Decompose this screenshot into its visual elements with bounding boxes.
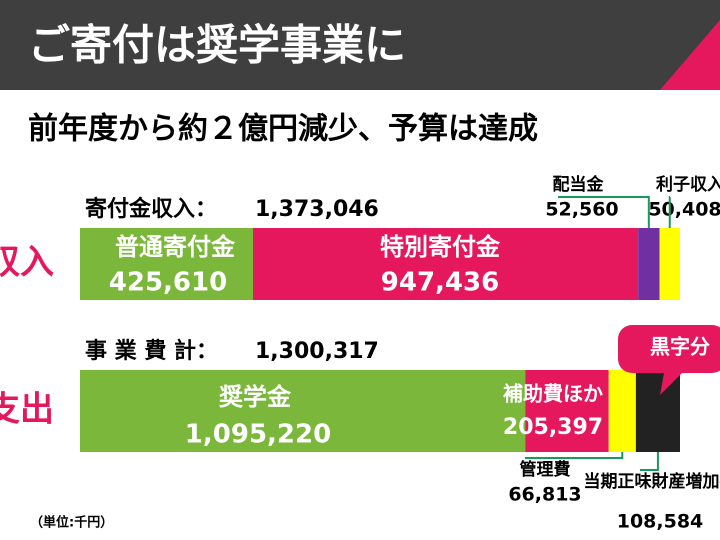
bar-segment — [635, 370, 680, 452]
segment-value: 205,397 — [503, 415, 603, 440]
segment-name: 配当金 — [553, 174, 605, 195]
bar-segment — [80, 228, 254, 300]
segment-value: 66,813 — [508, 484, 581, 506]
segment-name: 当期正味財産増加額 — [584, 471, 720, 492]
segment-name: 補助費ほか — [502, 382, 603, 406]
bar-segment — [638, 228, 660, 300]
bar-segment — [253, 228, 639, 300]
leader-line — [558, 196, 650, 228]
slide-title: ご寄付は奨学事業に — [28, 21, 406, 70]
total-name: 寄付金収入： — [85, 196, 217, 222]
bar-segment — [525, 370, 609, 452]
subtitle: 前年度から約２億円減少、予算は達成 — [28, 112, 538, 147]
segment-name: 奨学金 — [219, 383, 292, 411]
total-value: 1,300,317 — [255, 339, 379, 364]
segment-value: 1,095,220 — [185, 420, 331, 450]
title-accent — [660, 20, 720, 90]
row-label: 支出 — [0, 390, 54, 430]
leader-line — [640, 452, 659, 471]
title-band — [0, 0, 720, 90]
segment-value: 425,610 — [109, 268, 227, 298]
unit-note: （単位:千円） — [30, 515, 113, 531]
segment-name: 利子収入 — [656, 174, 720, 195]
segment-value: 52,560 — [545, 199, 618, 221]
bar-segment — [80, 370, 526, 452]
leader-line — [525, 452, 624, 459]
segment-value: 108,584 — [617, 511, 704, 533]
bar-segment — [608, 370, 636, 452]
row-label: 収入 — [0, 243, 54, 283]
segment-name: 管理費 — [520, 459, 571, 480]
total-value: 1,373,046 — [255, 197, 379, 222]
segment-name: 特別寄付金 — [380, 233, 501, 261]
callout-bubble — [618, 325, 720, 395]
annotation: 黒字分 — [650, 335, 710, 359]
total-name: 事 業 費 計： — [85, 338, 218, 364]
segment-name: 普通寄付金 — [115, 233, 236, 261]
segment-value: 50,408 — [648, 199, 720, 221]
bar-segment — [659, 228, 680, 300]
segment-value: 947,436 — [381, 268, 499, 298]
